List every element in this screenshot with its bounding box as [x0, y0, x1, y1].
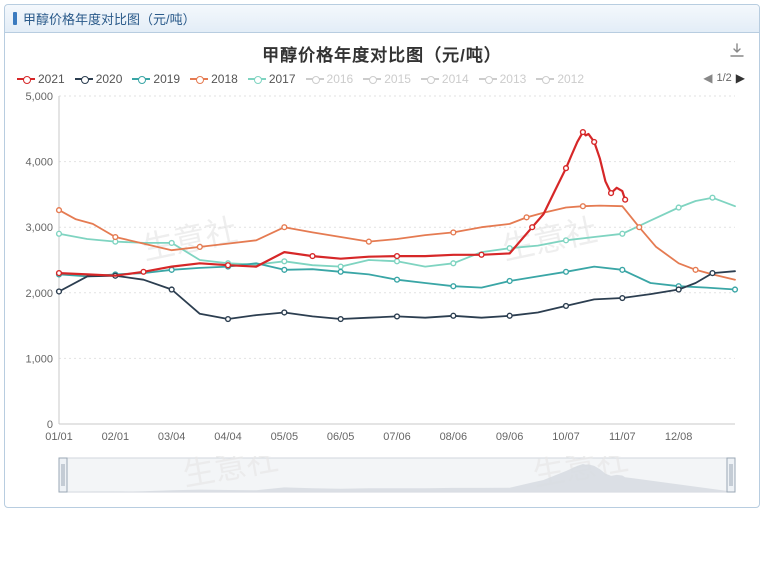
legend-swatch-icon: [306, 74, 324, 84]
svg-text:生意社: 生意社: [499, 212, 600, 267]
svg-text:09/06: 09/06: [496, 431, 524, 443]
legend-label: 2020: [96, 72, 123, 86]
svg-text:01/01: 01/01: [45, 431, 73, 443]
pager-text: 1/2: [716, 72, 731, 84]
svg-text:1,000: 1,000: [25, 353, 53, 365]
legend-swatch-icon: [75, 74, 93, 84]
legend-item-2012[interactable]: 2012: [536, 72, 584, 86]
legend: 2021 2020 2019 2018 2017 2016 2015 2014 2013 2012…: [15, 72, 749, 86]
chart-title: 甲醇价格年度对比图（元/吨）: [262, 41, 502, 66]
legend-pager: ◀ 1/2 ▶: [701, 71, 747, 85]
legend-label: 2013: [500, 72, 527, 86]
svg-text:08/06: 08/06: [440, 431, 468, 443]
header-accent-bar: [13, 12, 17, 25]
svg-text:0: 0: [47, 419, 53, 431]
svg-text:04/04: 04/04: [214, 431, 242, 443]
svg-text:02/01: 02/01: [102, 431, 130, 443]
svg-text:06/05: 06/05: [327, 431, 355, 443]
legend-label: 2018: [211, 72, 238, 86]
svg-text:11/07: 11/07: [609, 431, 636, 443]
legend-swatch-icon: [17, 74, 35, 84]
pager-next-icon[interactable]: ▶: [734, 71, 747, 85]
svg-text:03/04: 03/04: [158, 431, 186, 443]
range-scrubber[interactable]: 生意社生意社: [15, 456, 749, 501]
legend-swatch-icon: [248, 74, 266, 84]
legend-label: 2021: [38, 72, 65, 86]
svg-text:3,000: 3,000: [25, 222, 53, 234]
legend-label: 2017: [269, 72, 296, 86]
legend-label: 2012: [557, 72, 584, 86]
legend-item-2013[interactable]: 2013: [479, 72, 527, 86]
legend-item-2019[interactable]: 2019: [132, 72, 180, 86]
svg-text:12/08: 12/08: [665, 431, 693, 443]
svg-text:05/05: 05/05: [271, 431, 299, 443]
svg-text:10/07: 10/07: [552, 431, 580, 443]
legend-label: 2015: [384, 72, 411, 86]
legend-swatch-icon: [421, 74, 439, 84]
download-icon[interactable]: [729, 43, 745, 64]
chart-title-row: 甲醇价格年度对比图（元/吨）: [15, 41, 749, 66]
scrubber-handle-right[interactable]: [727, 458, 735, 492]
scrubber-handle-left[interactable]: [59, 458, 67, 492]
legend-item-2021[interactable]: 2021: [17, 72, 65, 86]
panel-header: 甲醇价格年度对比图（元/吨）: [5, 5, 759, 33]
svg-text:07/06: 07/06: [383, 431, 411, 443]
panel-title: 甲醇价格年度对比图（元/吨）: [23, 9, 196, 28]
svg-text:4,000: 4,000: [25, 157, 53, 169]
legend-swatch-icon: [132, 74, 150, 84]
legend-item-2018[interactable]: 2018: [190, 72, 238, 86]
legend-label: 2019: [153, 72, 180, 86]
panel-body: 甲醇价格年度对比图（元/吨） 2021202020192018201720162…: [5, 33, 759, 507]
svg-text:2,000: 2,000: [25, 288, 53, 300]
legend-label: 2016: [327, 72, 354, 86]
svg-text:5,000: 5,000: [25, 91, 53, 103]
svg-text:生意社: 生意社: [139, 212, 240, 267]
legend-swatch-icon: [479, 74, 497, 84]
chart-panel: 甲醇价格年度对比图（元/吨） 甲醇价格年度对比图（元/吨） 2021202020…: [4, 4, 760, 508]
legend-swatch-icon: [190, 74, 208, 84]
legend-swatch-icon: [536, 74, 554, 84]
scrubber-svg: 生意社生意社: [15, 456, 747, 496]
legend-item-2016[interactable]: 2016: [306, 72, 354, 86]
legend-item-2017[interactable]: 2017: [248, 72, 296, 86]
legend-label: 2014: [442, 72, 469, 86]
legend-item-2014[interactable]: 2014: [421, 72, 469, 86]
pager-prev-icon[interactable]: ◀: [701, 71, 714, 85]
legend-item-2015[interactable]: 2015: [363, 72, 411, 86]
legend-swatch-icon: [363, 74, 381, 84]
line-chart: 生意社 生意社 0 1,000 2,000 3,000 4,000 5,000 01/01 02/…: [15, 90, 747, 450]
legend-item-2020[interactable]: 2020: [75, 72, 123, 86]
